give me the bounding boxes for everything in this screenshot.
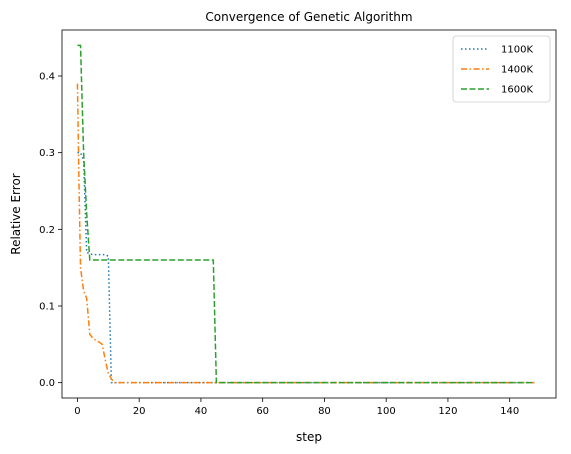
legend: 1100K 1400K 1600K xyxy=(452,35,551,103)
x-tick-label: 0 xyxy=(74,406,80,417)
y-tick-label: 0.0 xyxy=(39,378,55,389)
legend-box xyxy=(452,35,551,103)
x-tick-label: 60 xyxy=(256,406,269,417)
x-tick-label: 100 xyxy=(377,406,396,417)
x-tick-label: 40 xyxy=(195,406,208,417)
series-line-1600k xyxy=(77,44,535,384)
series-line-1400k xyxy=(76,83,535,384)
x-tick-label: 20 xyxy=(133,406,146,417)
legend-label-1400k: 1400K xyxy=(501,65,533,76)
y-tick-label: 0.3 xyxy=(39,148,55,159)
x-tick-label: 140 xyxy=(500,406,519,417)
y-tick-label: 0.2 xyxy=(39,225,55,236)
x-tick-label: 120 xyxy=(438,406,457,417)
ticks-group: 0 20 40 60 80 100 120 140 0.0 0.1 0.2 0.3 0.4 xyxy=(39,72,519,418)
series-line-1100k xyxy=(77,151,535,384)
x-axis-label: step xyxy=(296,430,322,444)
chart-title: Convergence of Genetic Algorithm xyxy=(205,10,412,24)
legend-label-1600k: 1600K xyxy=(501,85,533,96)
x-tick-label: 80 xyxy=(318,406,331,417)
y-tick-label: 0.1 xyxy=(39,302,55,313)
plot-frame xyxy=(61,29,557,399)
y-tick-label: 0.4 xyxy=(39,72,55,83)
series-group xyxy=(76,44,535,384)
y-axis-label: Relative Error xyxy=(9,173,23,255)
legend-label-1100k: 1100K xyxy=(501,45,533,56)
